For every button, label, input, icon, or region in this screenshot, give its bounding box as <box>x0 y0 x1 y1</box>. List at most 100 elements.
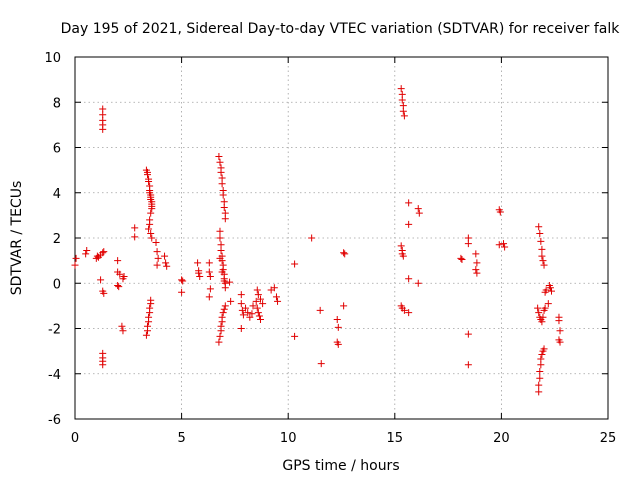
data-point <box>219 191 227 199</box>
data-point <box>317 360 325 368</box>
data-point <box>341 250 349 258</box>
data-point <box>196 272 204 280</box>
data-point <box>255 312 263 320</box>
data-point <box>142 331 150 339</box>
data-point <box>464 361 472 369</box>
y-tick-label: -4 <box>48 368 61 383</box>
data-point <box>206 272 214 280</box>
grid-lines <box>75 57 608 419</box>
data-point <box>131 233 139 241</box>
data-point <box>501 243 509 251</box>
data-point <box>218 268 226 276</box>
x-tick-labels: 0 5 10 15 20 25 <box>71 431 616 446</box>
data-point <box>252 297 260 305</box>
data-point <box>274 297 282 305</box>
data-point <box>291 332 299 340</box>
data-point <box>539 257 547 265</box>
data-point <box>473 269 481 277</box>
y-tick-label: -2 <box>48 323 61 338</box>
data-point <box>495 241 503 249</box>
x-axis-label: GPS time / hours <box>282 458 399 474</box>
data-point <box>217 246 225 254</box>
data-point <box>254 291 262 299</box>
data-point <box>248 310 256 318</box>
data-point <box>253 286 261 294</box>
data-point <box>72 254 80 262</box>
data-point <box>162 259 170 267</box>
data-point <box>405 220 413 228</box>
chart-title: Day 195 of 2021, Sidereal Day-to-day VTE… <box>61 21 621 37</box>
y-tick-label: -6 <box>48 413 61 428</box>
data-point <box>216 254 224 262</box>
data-point <box>538 252 546 260</box>
data-point <box>115 283 123 291</box>
data-point <box>399 107 407 115</box>
data-point <box>316 306 324 314</box>
y-tick-label: 4 <box>53 187 61 202</box>
data-point <box>536 367 544 375</box>
data-point <box>544 300 552 308</box>
data-point <box>272 293 280 301</box>
data-point <box>540 345 548 353</box>
data-point <box>83 246 91 254</box>
data-point <box>535 309 543 317</box>
data-point <box>143 322 151 330</box>
y-tick-label: 10 <box>44 51 61 66</box>
data-point <box>178 288 186 296</box>
data-point <box>405 309 413 317</box>
data-point <box>205 293 213 301</box>
data-point <box>237 325 245 332</box>
data-point <box>215 153 223 161</box>
data-point <box>147 209 155 217</box>
data-point <box>205 268 213 276</box>
data-point <box>131 224 139 232</box>
x-tick-label: 10 <box>280 431 297 446</box>
data-point <box>397 85 405 93</box>
data-point <box>146 304 154 312</box>
data-point <box>99 361 107 369</box>
data-point <box>145 175 153 183</box>
data-point <box>217 168 225 176</box>
data-point <box>145 313 153 321</box>
data-point <box>218 180 226 188</box>
data-point <box>542 286 550 294</box>
data-point <box>535 223 543 231</box>
data-point <box>405 275 413 283</box>
x-tick-label: 0 <box>71 431 79 446</box>
data-point <box>217 322 225 330</box>
data-point <box>227 297 235 305</box>
data-point <box>148 202 156 210</box>
data-point <box>414 279 422 287</box>
data-point <box>71 261 79 269</box>
data-point <box>541 304 549 312</box>
data-point <box>340 302 348 310</box>
data-point <box>195 269 203 277</box>
data-point <box>220 277 228 285</box>
data-point <box>256 315 264 323</box>
data-point <box>457 254 465 262</box>
data-point <box>535 388 543 396</box>
x-tick-label: 20 <box>493 431 510 446</box>
data-point <box>154 254 162 262</box>
data-point <box>534 304 542 312</box>
data-point <box>143 168 151 176</box>
data-point <box>221 302 229 310</box>
data-point <box>537 237 545 245</box>
data-point <box>538 318 546 326</box>
data-point <box>472 250 480 258</box>
data-point <box>334 323 342 331</box>
data-point <box>256 295 264 303</box>
data-point <box>473 259 481 267</box>
data-point <box>548 287 556 295</box>
data-point <box>147 193 155 201</box>
data-point <box>397 242 405 250</box>
data-point <box>254 309 262 317</box>
data-point <box>239 311 247 319</box>
data-point <box>399 252 407 260</box>
data-point <box>237 291 245 299</box>
data-point <box>340 249 348 257</box>
y-tick-label: 2 <box>53 232 61 247</box>
data-point <box>537 355 545 363</box>
data-point <box>500 240 508 248</box>
data-point <box>152 239 160 247</box>
